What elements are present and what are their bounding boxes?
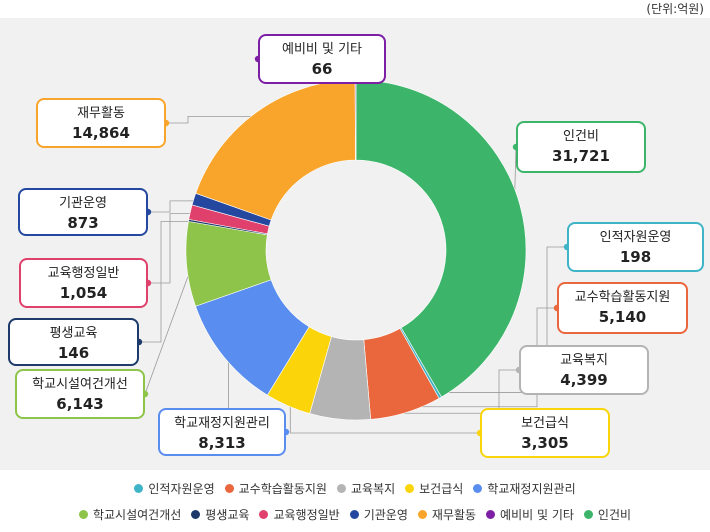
leader-line (166, 115, 261, 124)
legend-row: 인적자원운영 교수학습활동지원 교육복지 보건급식 학교재정지원관리 (0, 480, 710, 497)
callout-value: 31,721 (552, 147, 610, 165)
callout-value: 873 (67, 214, 99, 232)
leader-line (437, 246, 567, 393)
legend-dot (486, 510, 496, 519)
callout-name: 보건급식 (521, 416, 569, 431)
callout-value: 66 (311, 60, 333, 78)
callout-name: 교육행정일반 (47, 266, 120, 281)
legend-item-학교시설여건개선: 학교시설여건개선 (78, 506, 182, 523)
callout-name: 평생교육 (49, 326, 98, 341)
callout-name: 학교재정지원관리 (174, 416, 270, 431)
callout-value: 8,313 (198, 434, 246, 452)
slice-재무활동 (195, 79, 356, 221)
callout-value: 146 (57, 344, 90, 362)
callout-name: 교수학습활동지원 (574, 290, 671, 305)
legend-item-예비비 및 기타: 예비비 및 기타 (486, 506, 574, 523)
callout-name: 기관운영 (59, 196, 107, 211)
callout-name: 학교시설여건개선 (32, 377, 128, 392)
callout-교육복지: 교육복지 4,399 (519, 345, 649, 395)
callout-보건급식: 보건급식 3,305 (480, 408, 610, 458)
callout-name: 인적자원운영 (599, 230, 672, 245)
legend-label: 예비비 및 기타 (500, 508, 574, 522)
legend-dot (405, 484, 415, 493)
legend-label: 학교시설여건개선 (92, 508, 182, 522)
callout-value: 6,143 (56, 395, 104, 413)
callout-인적자원운영: 인적자원운영 198 (567, 222, 704, 272)
leader-line (139, 221, 195, 343)
legend-dot (224, 484, 234, 493)
callout-기관운영: 기관운영 873 (18, 188, 148, 236)
leader-line (144, 263, 193, 395)
legend-dot (583, 510, 593, 519)
legend-item-교수학습활동지원: 교수학습활동지원 (224, 480, 327, 497)
legend-label: 학교재정지원관리 (487, 482, 576, 496)
callout-value: 5,140 (598, 308, 647, 326)
legend-item-교육행정일반: 교육행정일반 (259, 506, 340, 523)
legend-dot (78, 510, 88, 519)
callout-value: 1,054 (59, 284, 108, 302)
leader-line (289, 400, 480, 434)
legend-item-인적자원운영: 인적자원운영 (134, 480, 215, 497)
legend-item-학교재정지원관리: 학교재정지원관리 (473, 480, 576, 497)
legend-label: 보건급식 (419, 482, 464, 496)
legend-dot (417, 510, 427, 519)
legend-label: 교수학습활동지원 (238, 482, 327, 496)
legend-label: 기관운영 (363, 508, 408, 522)
leader-line (148, 200, 200, 213)
callout-학교시설여건개선: 학교시설여건개선 6,143 (15, 369, 145, 419)
legend-item-평생교육: 평생교육 (191, 506, 249, 523)
legend-dot (336, 484, 346, 493)
callout-평생교육: 평생교육 146 (8, 318, 139, 366)
callout-학교재정지원관리: 학교재정지원관리 8,313 (158, 408, 286, 456)
callout-재무활동: 재무활동 14,864 (36, 98, 166, 148)
legend-dot (191, 510, 201, 519)
callout-value: 3,305 (521, 434, 569, 452)
callout-name: 예비비 및 기타 (281, 42, 363, 57)
legend-item-보건급식: 보건급식 (405, 480, 463, 497)
callout-교수학습활동지원: 교수학습활동지원 5,140 (557, 282, 688, 334)
legend-item-재무활동: 재무활동 (417, 506, 477, 523)
slice-예비비 및 기타 (354, 79, 357, 161)
callout-value: 14,864 (72, 124, 130, 142)
chart-panel: 인건비 31,721 인적자원운영 198 교수학습활동지원 5,140 교육복지 4,399… (0, 18, 710, 470)
legend-dot (473, 484, 483, 493)
leader-line (340, 369, 519, 414)
legend-item-기관운영: 기관운영 (349, 506, 408, 523)
legend-dot (134, 484, 144, 493)
legend-row: 학교시설여건개선 평생교육 교육행정일반 기관운영 재무활동 예비비 및 기타 인건비 (0, 506, 710, 523)
callout-name: 인건비 (563, 129, 599, 144)
unit-label: (단위:억원) (646, 2, 704, 16)
slice-인건비 (355, 79, 527, 398)
legend-item-교육복지: 교육복지 (336, 480, 396, 497)
donut-chart (135, 55, 571, 437)
legend-dot (259, 510, 269, 519)
leader-line (148, 213, 197, 284)
legend-label: 교육복지 (350, 482, 396, 496)
legend-label: 교육행정일반 (273, 508, 340, 522)
legend-dot (349, 510, 359, 519)
legend-label: 평생교육 (205, 508, 250, 522)
callout-인건비: 인건비 31,721 (516, 121, 646, 173)
callout-교육행정일반: 교육행정일반 1,054 (19, 258, 148, 308)
callout-name: 교육복지 (560, 353, 608, 368)
legend-label: 재무활동 (431, 508, 477, 522)
callout-예비비 및 기타: 예비비 및 기타 66 (258, 34, 386, 84)
callout-name: 재무활동 (77, 106, 125, 121)
callout-value: 198 (619, 248, 652, 266)
legend-label: 인건비 (597, 508, 632, 522)
callout-value: 4,399 (560, 371, 608, 389)
legend-item-인건비: 인건비 (583, 506, 632, 523)
legend-label: 인적자원운영 (148, 482, 215, 496)
